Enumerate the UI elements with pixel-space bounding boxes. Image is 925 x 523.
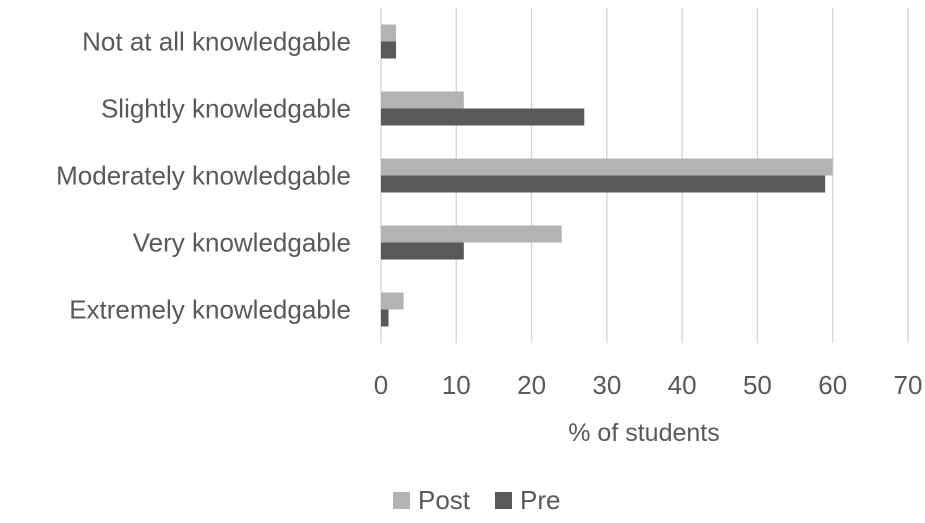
- legend-label-post: Post: [418, 485, 471, 515]
- category-label-2: Moderately knowledgable: [56, 161, 351, 191]
- bar-pre-4: [381, 309, 389, 327]
- bar-pre-3: [381, 242, 464, 260]
- bar-post-4: [381, 292, 404, 310]
- legend-swatch-post: [393, 492, 410, 509]
- x-tick-label-0: 0: [374, 370, 388, 400]
- bar-post-2: [381, 158, 833, 176]
- legend: Post Pre: [393, 485, 560, 515]
- bars: [381, 24, 833, 327]
- x-tick-label-7: 70: [894, 370, 923, 400]
- bar-post-3: [381, 225, 562, 243]
- x-tick-label-4: 40: [668, 370, 697, 400]
- bar-post-0: [381, 24, 397, 42]
- legend-label-pre: Pre: [520, 485, 560, 515]
- bar-pre-2: [381, 175, 826, 193]
- x-tick-label-1: 10: [442, 370, 471, 400]
- x-axis-title: % of students: [568, 419, 719, 447]
- category-labels: Not at all knowledgable Slightly knowledg…: [56, 27, 351, 325]
- x-tick-label-3: 30: [592, 370, 621, 400]
- bar-pre-1: [381, 108, 585, 126]
- x-tick-label-6: 60: [818, 370, 847, 400]
- x-tick-label-5: 50: [743, 370, 772, 400]
- category-label-4: Extremely knowledgable: [69, 295, 351, 325]
- category-label-1: Slightly knowledgable: [101, 94, 351, 124]
- bar-post-1: [381, 91, 464, 109]
- category-label-3: Very knowledgable: [133, 228, 351, 258]
- bar-pre-0: [381, 41, 397, 59]
- x-tick-label-2: 20: [517, 370, 546, 400]
- category-label-0: Not at all knowledgable: [82, 27, 351, 57]
- x-tick-labels: 0 10 20 30 40 50 60 70: [374, 370, 923, 400]
- legend-swatch-pre: [495, 492, 512, 509]
